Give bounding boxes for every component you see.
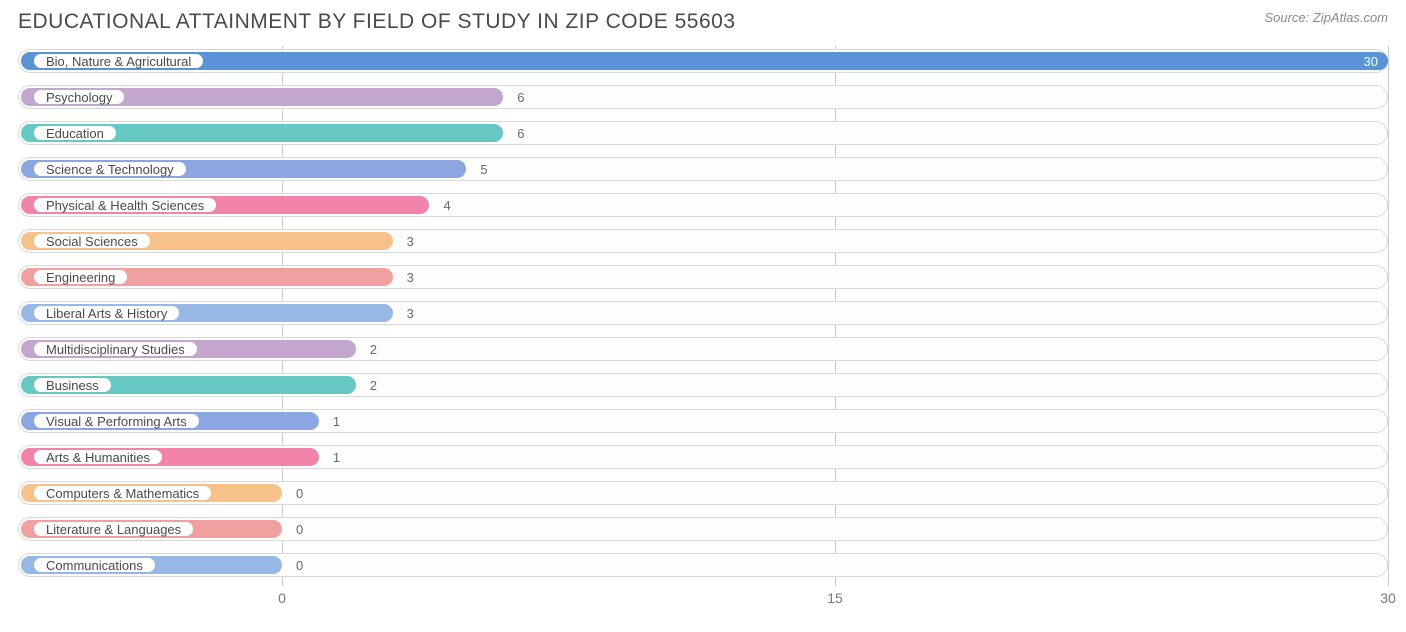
category-pill: Literature & Languages [32,520,195,538]
bar-row: Social Sciences 3 [18,226,1388,256]
chart-rows: Bio, Nature & Agricultural30Psychology6E… [18,46,1388,580]
category-pill: Liberal Arts & History [32,304,181,322]
x-axis: 01530 [18,586,1388,614]
category-pill: Bio, Nature & Agricultural [32,52,205,70]
bar-row: Communications 0 [18,550,1388,580]
value-label: 4 [443,190,450,220]
value-label: 6 [517,118,524,148]
bar-row: Multidisciplinary Studies 2 [18,334,1388,364]
value-label: 0 [296,550,303,580]
value-label: 5 [480,154,487,184]
category-pill: Science & Technology [32,160,188,178]
bar-row: Computers & Mathematics 0 [18,478,1388,508]
category-pill: Multidisciplinary Studies [32,340,199,358]
bar-row: Business 2 [18,370,1388,400]
bar-row: Liberal Arts & History 3 [18,298,1388,328]
value-label: 6 [517,82,524,112]
value-label: 3 [407,298,414,328]
bar-row: Visual & Performing Arts 1 [18,406,1388,436]
chart-header: EDUCATIONAL ATTAINMENT BY FIELD OF STUDY… [0,0,1406,40]
value-label: 3 [407,226,414,256]
value-label: 30 [1364,46,1378,76]
chart-source: Source: ZipAtlas.com [1264,10,1388,25]
category-pill: Visual & Performing Arts [32,412,201,430]
category-pill: Psychology [32,88,126,106]
bar-row: Literature & Languages 0 [18,514,1388,544]
value-label: 2 [370,334,377,364]
category-pill: Computers & Mathematics [32,484,213,502]
category-pill: Social Sciences [32,232,152,250]
bar-row: Education 6 [18,118,1388,148]
bar-row: Bio, Nature & Agricultural 30 [18,46,1388,76]
bar-fill [21,52,1388,70]
chart-title: EDUCATIONAL ATTAINMENT BY FIELD OF STUDY… [18,10,736,34]
category-pill: Communications [32,556,157,574]
value-label: 2 [370,370,377,400]
category-pill: Engineering [32,268,129,286]
bar-row: Arts & Humanities 1 [18,442,1388,472]
value-label: 0 [296,478,303,508]
chart-plot: Bio, Nature & Agricultural30Psychology6E… [18,46,1388,586]
x-tick-label: 15 [827,590,843,606]
x-tick-label: 30 [1380,590,1396,606]
gridline [1388,46,1389,586]
category-pill: Physical & Health Sciences [32,196,218,214]
bar-row: Science & Technology 5 [18,154,1388,184]
x-tick-label: 0 [278,590,286,606]
value-label: 3 [407,262,414,292]
category-pill: Arts & Humanities [32,448,164,466]
chart-area: Bio, Nature & Agricultural30Psychology6E… [0,40,1406,586]
bar-row: Psychology 6 [18,82,1388,112]
value-label: 1 [333,442,340,472]
value-label: 0 [296,514,303,544]
bar-row: Engineering 3 [18,262,1388,292]
category-pill: Education [32,124,118,142]
value-label: 1 [333,406,340,436]
bar-row: Physical & Health Sciences 4 [18,190,1388,220]
category-pill: Business [32,376,113,394]
